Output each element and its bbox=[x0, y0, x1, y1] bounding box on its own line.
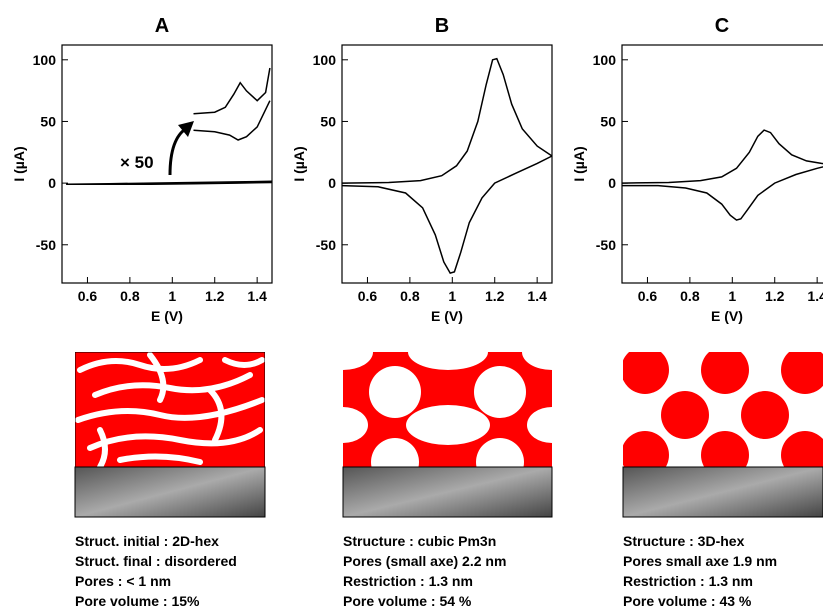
cv-line bbox=[66, 181, 273, 186]
y-tick-label: 100 bbox=[313, 52, 337, 68]
x-tick-label: 1.4 bbox=[247, 288, 267, 304]
y-tick-label: -50 bbox=[316, 237, 336, 253]
schematic-b bbox=[343, 352, 552, 467]
substrate bbox=[74, 466, 266, 518]
x-tick-label: 0.8 bbox=[400, 288, 420, 304]
chart-title: B bbox=[435, 15, 449, 37]
y-tick-label: 50 bbox=[40, 113, 56, 129]
y-tick-label: -50 bbox=[596, 237, 616, 253]
y-tick-label: 50 bbox=[320, 113, 336, 129]
x-tick-label: 1.2 bbox=[765, 288, 785, 304]
x-tick-label: 1 bbox=[448, 288, 456, 304]
plot-frame bbox=[341, 44, 553, 284]
cv-line bbox=[622, 166, 823, 221]
x-tick-label: 0.6 bbox=[78, 288, 98, 304]
caption: Pore volume : 43 % bbox=[623, 593, 752, 609]
x-axis-label: E (V) bbox=[151, 308, 183, 324]
caption: Pores (small axe) 2.2 nm bbox=[343, 553, 506, 569]
x-tick-label: 1.4 bbox=[807, 288, 823, 304]
caption: Struct. initial : 2D-hex bbox=[75, 533, 219, 549]
cv-line bbox=[341, 155, 553, 274]
x-tick-label: 1.2 bbox=[205, 288, 225, 304]
caption: Structure : cubic Pm3n bbox=[343, 533, 496, 549]
x-tick-label: 1.2 bbox=[485, 288, 505, 304]
substrate bbox=[342, 466, 553, 518]
y-tick-label: 100 bbox=[33, 52, 57, 68]
annotation: × 50 bbox=[120, 153, 154, 172]
chart-title: C bbox=[715, 15, 729, 37]
cv-line bbox=[341, 57, 553, 184]
y-axis-label: I (µA) bbox=[571, 146, 587, 181]
y-tick-label: 0 bbox=[608, 175, 616, 191]
plot-frame bbox=[61, 44, 273, 284]
arrow-head bbox=[178, 121, 194, 137]
caption: Pores : < 1 nm bbox=[75, 573, 171, 589]
arrow bbox=[168, 126, 188, 176]
x-axis-label: E (V) bbox=[711, 308, 743, 324]
schematic-c bbox=[623, 352, 823, 467]
caption: Struct. final : disordered bbox=[75, 553, 237, 569]
caption: Restriction : 1.3 nm bbox=[343, 573, 473, 589]
caption: Pore volume : 54 % bbox=[343, 593, 472, 609]
caption: Pores small axe 1.9 nm bbox=[623, 553, 777, 569]
inset-line bbox=[193, 67, 271, 115]
x-tick-label: 0.8 bbox=[120, 288, 140, 304]
schematic-a bbox=[75, 352, 265, 467]
y-tick-label: -50 bbox=[36, 237, 56, 253]
plot-frame bbox=[621, 44, 823, 284]
chart-title: A bbox=[155, 15, 169, 37]
caption: Pore volume : 15% bbox=[75, 593, 200, 609]
x-tick-label: 1 bbox=[168, 288, 176, 304]
x-tick-label: 1.4 bbox=[527, 288, 547, 304]
y-tick-label: 0 bbox=[48, 175, 56, 191]
substrate bbox=[622, 466, 823, 518]
inset-line bbox=[193, 100, 271, 141]
x-tick-label: 0.8 bbox=[680, 288, 700, 304]
y-axis-label: I (µA) bbox=[11, 146, 27, 181]
x-tick-label: 0.6 bbox=[358, 288, 378, 304]
y-tick-label: 50 bbox=[600, 113, 616, 129]
cv-line bbox=[621, 129, 823, 184]
y-axis-label: I (µA) bbox=[291, 146, 307, 181]
x-tick-label: 1 bbox=[728, 288, 736, 304]
y-tick-label: 100 bbox=[593, 52, 617, 68]
x-tick-label: 0.6 bbox=[638, 288, 658, 304]
x-axis-label: E (V) bbox=[431, 308, 463, 324]
caption: Restriction : 1.3 nm bbox=[623, 573, 753, 589]
y-tick-label: 0 bbox=[328, 175, 336, 191]
caption: Structure : 3D-hex bbox=[623, 533, 745, 549]
